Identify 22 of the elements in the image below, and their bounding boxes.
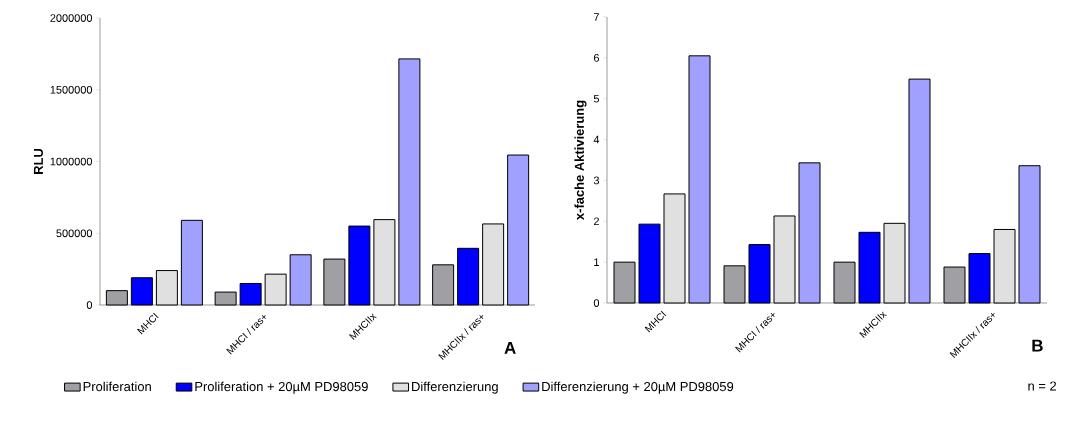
y-tick-label: 4 (593, 135, 600, 144)
y-tick-label: 6 (593, 53, 600, 62)
y-tick-label: 3 (593, 176, 600, 185)
legend-label: Differenzierung (412, 381, 498, 394)
y-tick-label: 2 (593, 217, 599, 226)
text: B (1032, 339, 1043, 352)
y-tick-label: 1500000 (50, 85, 93, 94)
legend-label: Differenzierung + 20µM PD98059 (542, 381, 734, 394)
y-tick-label: 7 (593, 13, 599, 21)
y-tick-label: 0 (86, 301, 93, 309)
text: A (504, 341, 516, 354)
y-tick-label: 1000000 (50, 157, 93, 166)
y-axis-title: RLU (33, 148, 43, 174)
y-tick-label: 0 (593, 299, 600, 307)
legend-label: Proliferation (83, 381, 151, 392)
y-tick-label: 5 (593, 94, 600, 103)
y-axis-title: x-fache Aktivierung (574, 100, 587, 220)
text: n = 2 (1028, 381, 1057, 391)
legend-label: Proliferation + 20µM PD98059 (195, 381, 368, 394)
y-tick-label: 2000000 (50, 14, 93, 22)
y-tick-label: 1 (594, 258, 599, 266)
y-tick-label: 500000 (56, 229, 93, 238)
